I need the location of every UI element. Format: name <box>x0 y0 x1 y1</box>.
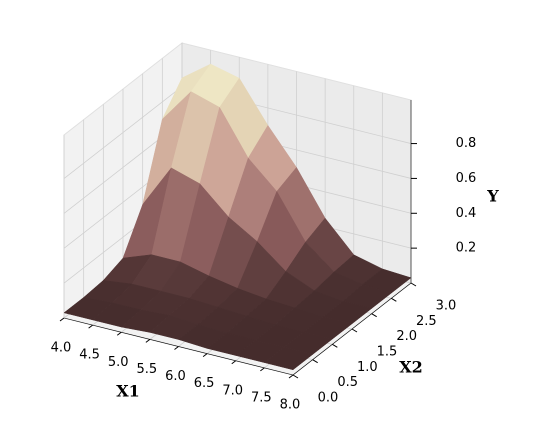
surface-patch <box>264 347 313 371</box>
tick-mark <box>116 331 122 336</box>
x-tick-label: 5.0 <box>108 355 129 370</box>
x-tick-label: 4.0 <box>51 341 72 356</box>
x-tick-label: 8.0 <box>280 398 301 413</box>
x-tick-label: 6.0 <box>165 369 186 384</box>
tick-mark <box>371 313 377 318</box>
grid-line <box>63 86 183 179</box>
y-axis-label: X2 <box>399 358 423 377</box>
tick-mark <box>288 374 294 379</box>
x-tick-label: 7.5 <box>251 390 272 405</box>
y-tick-label: 1.0 <box>357 360 378 375</box>
tick-mark <box>260 367 265 372</box>
z-tick-label: 0.2 <box>456 241 477 256</box>
surface <box>63 63 412 371</box>
x-tick-label: 4.5 <box>79 348 100 363</box>
axes: 4.0 4.5 5.0 5.5 6.0 6.5 7.0 7.5 8.0 0.00.51.01.52… <box>51 100 477 413</box>
y-tick-label: 2.0 <box>396 329 417 344</box>
tick-mark <box>292 374 299 379</box>
x-axis-label: X1 <box>116 382 140 401</box>
y-axis-line <box>292 282 412 376</box>
tick-mark <box>88 324 93 329</box>
y-tick-label: 3.0 <box>436 299 457 314</box>
tick-mark <box>312 359 318 364</box>
y-tick-label: 0.5 <box>337 375 358 390</box>
z-tick-label: 0.6 <box>456 171 477 186</box>
x-tick-label: 5.5 <box>137 362 158 377</box>
tick-mark <box>231 360 237 365</box>
tick-mark <box>351 328 358 333</box>
x-tick-label: 6.5 <box>194 376 215 391</box>
z-axis-label: Y <box>486 187 499 206</box>
tick-mark <box>145 338 151 343</box>
tick-mark <box>202 353 208 358</box>
tick-mark <box>59 317 65 322</box>
y-tick-label: 0.0 <box>318 391 339 406</box>
z-tick-label: 0.8 <box>456 136 477 151</box>
y-tick-label: 1.5 <box>377 345 398 360</box>
z-tick-label: 0.4 <box>456 206 477 221</box>
y-tick-label: 2.5 <box>416 314 437 329</box>
x-tick-label: 7.0 <box>222 383 243 398</box>
x-axis-line <box>63 317 294 376</box>
tick-mark <box>410 282 417 287</box>
tick-mark <box>332 343 338 348</box>
tick-mark <box>174 346 179 350</box>
tick-mark <box>391 297 397 302</box>
